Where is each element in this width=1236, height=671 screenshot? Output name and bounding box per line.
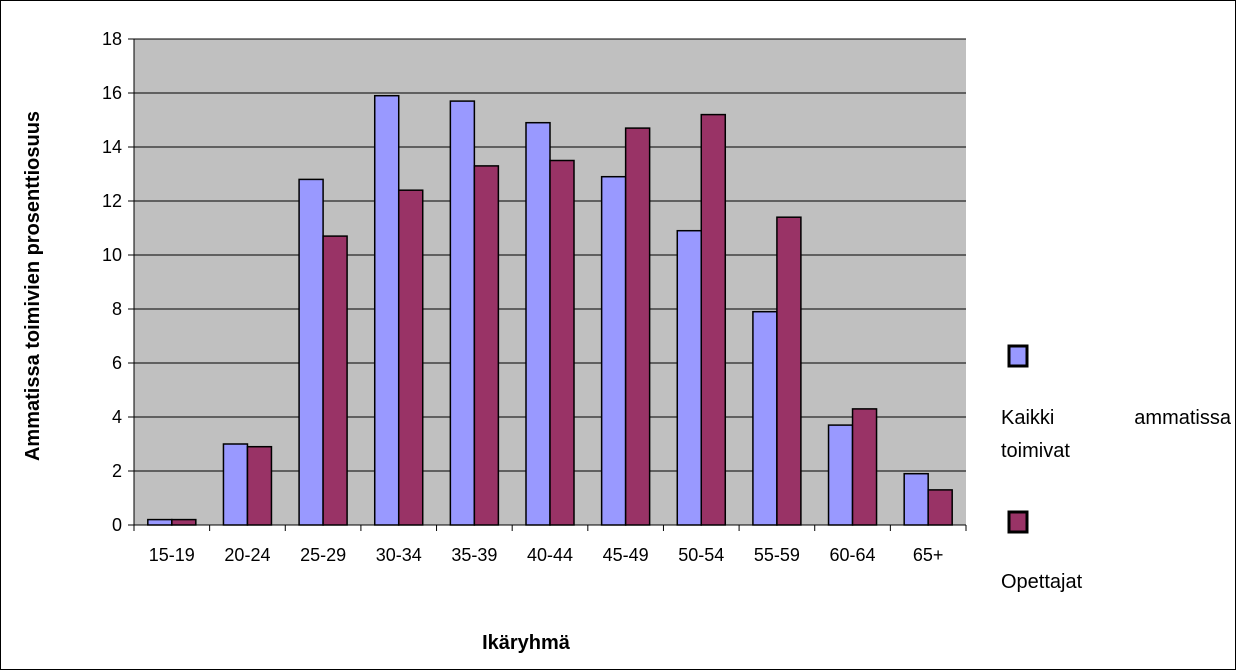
legend-swatch-kaikki <box>1007 344 1029 368</box>
bar-kaikki-65+ <box>903 472 929 526</box>
x-axis-title: Ikäryhmä <box>482 632 571 654</box>
bar-opettajat-50-54 <box>700 113 727 526</box>
y-tick-labels: 0 2 4 6 8 10 12 14 16 18 <box>102 29 122 535</box>
y-tick-label: 16 <box>102 83 122 103</box>
bar-kaikki-55-59 <box>752 310 778 526</box>
bar-opettajat-40-44 <box>549 159 575 526</box>
bar-kaikki-50-54 <box>676 229 703 526</box>
x-tick-label: 25-29 <box>300 545 346 565</box>
legend-label-kaikki-line1a: Kaikki <box>1001 407 1054 429</box>
y-tick-label: 4 <box>112 407 122 427</box>
x-tick-label: 15-19 <box>149 545 195 565</box>
y-tick-label: 10 <box>102 245 122 265</box>
legend: Kaikki ammatissa toimivat Opettajat <box>1001 344 1232 593</box>
legend-label-kaikki-line1b: ammatissa <box>1134 407 1232 429</box>
bar-opettajat-15-19 <box>171 518 197 526</box>
bars <box>147 94 953 526</box>
bar-kaikki-20-24 <box>222 443 249 526</box>
bar-opettajat-55-59 <box>776 216 802 526</box>
x-tick-label: 35-39 <box>451 545 497 565</box>
y-tick-label: 6 <box>112 353 122 373</box>
bar-opettajat-45-49 <box>624 127 651 526</box>
bar-kaikki-40-44 <box>525 121 551 526</box>
x-tick-labels: 15-19 20-24 25-29 30-34 35-39 40-44 45-49 50-54… <box>149 545 944 565</box>
y-tick-label: 18 <box>102 29 122 49</box>
bar-kaikki-45-49 <box>600 175 627 526</box>
axes <box>128 38 967 531</box>
bar-kaikki-35-39 <box>449 100 476 526</box>
legend-label-kaikki-line2: toimivat <box>1001 440 1070 462</box>
bar-kaikki-60-64 <box>827 424 854 526</box>
x-tick-label: 60-64 <box>830 545 876 565</box>
x-tick-label: 20-24 <box>224 545 270 565</box>
y-axis-title: Ammatissa toimivien prosenttiosuus <box>22 111 44 461</box>
legend-swatch-opettajat <box>1007 510 1029 534</box>
y-tick-label: 2 <box>112 461 122 481</box>
x-tick-label: 65+ <box>913 545 944 565</box>
bar-opettajat-65+ <box>927 489 953 526</box>
bar-kaikki-15-19 <box>147 518 173 526</box>
bar-opettajat-30-34 <box>397 189 424 526</box>
bar-opettajat-25-29 <box>322 235 348 526</box>
bar-opettajat-35-39 <box>473 165 500 526</box>
y-tick-label: 8 <box>112 299 122 319</box>
x-tick-label: 50-54 <box>678 545 724 565</box>
legend-label-opettajat: Opettajat <box>1001 571 1083 593</box>
y-tick-label: 12 <box>102 191 122 211</box>
bar-kaikki-25-29 <box>298 178 324 526</box>
x-tick-label: 45-49 <box>603 545 649 565</box>
bar-kaikki-30-34 <box>373 94 400 526</box>
bar-opettajat-60-64 <box>851 408 878 526</box>
y-tick-label: 14 <box>102 137 122 157</box>
x-tick-label: 40-44 <box>527 545 573 565</box>
bar-opettajat-20-24 <box>246 445 273 526</box>
x-tick-label: 55-59 <box>754 545 800 565</box>
x-tick-label: 30-34 <box>376 545 422 565</box>
y-tick-label: 0 <box>112 515 122 535</box>
